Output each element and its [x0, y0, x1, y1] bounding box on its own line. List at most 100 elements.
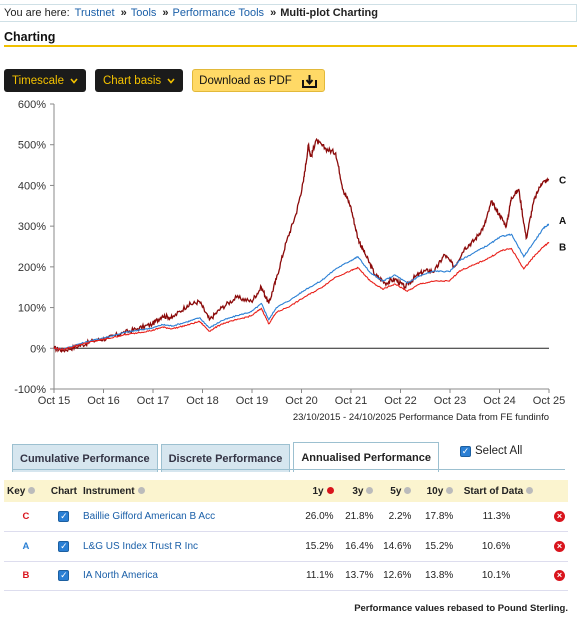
row-3y: 21.8% — [336, 502, 377, 532]
y-tick-label: 0% — [30, 343, 46, 355]
row-instrument-cell: Baillie Gifford American B Acc — [79, 502, 279, 532]
table-row: B ✓ IA North America 11.1% 13.7% 12.6% 13.8% 10… — [4, 561, 568, 591]
download-pdf-button[interactable]: Download as PDF — [192, 69, 325, 92]
row-chart-cell: ✓ — [47, 531, 80, 562]
timescale-button[interactable]: Timescale — [4, 69, 86, 92]
sort-icon[interactable] — [366, 487, 374, 495]
tab-divider — [12, 469, 565, 470]
x-axis: Oct 15 Oct 16 Oct 17 Oct 18 Oct 19 Oct 20 Oct … — [38, 388, 565, 407]
chevron-down-icon — [167, 76, 175, 86]
performance-chart: 600%500%400%300%200%100%0%-100% Oct 15 Oc… — [14, 99, 566, 423]
chart-source-note: 23/10/2015 - 24/10/2025 Performance Data… — [293, 412, 549, 423]
y-tick-label: 500% — [18, 140, 46, 152]
currency-footnote: Performance values rebased to Pound Ster… — [354, 603, 568, 614]
row-key: C — [4, 502, 48, 532]
y-tick-label: 400% — [18, 180, 46, 192]
breadcrumb: You are here: Trustnet » Tools » Perform… — [0, 4, 577, 22]
row-5y: 2.2% — [376, 502, 415, 532]
column-header-key[interactable]: Key — [4, 480, 48, 502]
chart-basis-label: Chart basis — [102, 74, 162, 87]
column-header-chart: Chart — [47, 480, 80, 502]
remove-icon[interactable]: × — [554, 540, 565, 552]
title-divider — [4, 45, 577, 47]
tab-annualised-performance[interactable]: Annualised Performance — [293, 442, 439, 472]
x-tick-label: Oct 19 — [236, 395, 268, 407]
timescale-label: Timescale — [12, 74, 64, 87]
tab-discrete-performance[interactable]: Discrete Performance — [160, 444, 291, 472]
x-tick-label: Oct 25 — [533, 395, 565, 407]
row-chart-cell: ✓ — [47, 561, 80, 591]
chart-toggle-checkbox[interactable]: ✓ — [58, 570, 70, 582]
y-tick-label: 100% — [18, 303, 46, 315]
select-all-checkbox[interactable]: ✓ — [460, 445, 471, 457]
column-header-start-of-data[interactable]: Start of Data — [456, 480, 537, 502]
tab-cumulative-performance[interactable]: Cumulative Performance — [12, 444, 158, 472]
sort-icon[interactable] — [446, 487, 454, 495]
sort-icon[interactable] — [28, 487, 36, 495]
chart-end-labels: C A B — [559, 175, 566, 253]
series-line-c — [53, 137, 550, 353]
series-end-label-c: C — [559, 175, 566, 186]
sort-icon[interactable] — [526, 487, 534, 495]
sort-icon[interactable] — [404, 487, 412, 495]
x-tick-label: Oct 16 — [87, 395, 119, 407]
row-10y: 15.2% — [414, 531, 457, 562]
row-remove-cell: × — [536, 561, 568, 591]
instrument-link[interactable]: IA North America — [82, 570, 158, 582]
remove-icon[interactable]: × — [554, 570, 565, 582]
table-row: A ✓ L&G US Index Trust R Inc 15.2% 16.4% 14.6… — [4, 531, 568, 562]
instrument-link[interactable]: Baillie Gifford American B Acc — [82, 511, 216, 522]
y-tick-label: 200% — [18, 262, 46, 274]
chart-toggle-checkbox[interactable]: ✓ — [58, 540, 70, 552]
table-header-row: Key Chart Instrument 1y 3y 5y 10y Start … — [4, 480, 568, 502]
row-5y: 14.6% — [376, 531, 415, 562]
breadcrumb-link-tools[interactable]: Tools — [130, 7, 157, 19]
series-line-b — [53, 241, 550, 351]
x-tick-label: Oct 24 — [483, 395, 515, 407]
breadcrumb-prefix: You are here: — [4, 7, 70, 19]
column-header-instrument[interactable]: Instrument — [79, 480, 279, 502]
row-5y: 12.6% — [376, 561, 415, 591]
x-tick-label: Oct 15 — [38, 395, 70, 407]
breadcrumb-link-performance-tools[interactable]: Performance Tools — [172, 7, 265, 19]
chart-series — [53, 137, 550, 353]
performance-tabs: Cumulative Performance Discrete Performa… — [12, 442, 439, 472]
row-10y: 13.8% — [414, 561, 457, 591]
column-header-1y[interactable]: 1y — [278, 480, 337, 502]
row-instrument-cell: IA North America — [79, 561, 279, 591]
y-tick-label: 300% — [18, 221, 46, 233]
row-remove-cell: × — [536, 531, 568, 562]
x-tick-label: Oct 20 — [285, 395, 317, 407]
row-key: B — [4, 561, 48, 591]
download-icon — [302, 73, 318, 89]
column-header-5y[interactable]: 5y — [376, 480, 415, 502]
instrument-link[interactable]: L&G US Index Trust R Inc — [82, 540, 199, 552]
column-header-10y[interactable]: 10y — [414, 480, 457, 502]
download-pdf-label: Download as PDF — [199, 74, 292, 87]
breadcrumb-separator-icon: » — [162, 7, 169, 19]
breadcrumb-link-trustnet[interactable]: Trustnet — [74, 7, 115, 19]
chart-basis-button[interactable]: Chart basis — [94, 69, 184, 92]
page-title: Charting — [4, 30, 56, 44]
remove-icon[interactable]: × — [554, 511, 565, 522]
row-key: A — [4, 531, 48, 562]
chart-toggle-checkbox[interactable]: ✓ — [58, 511, 70, 522]
series-end-label-b: B — [559, 242, 566, 253]
row-3y: 16.4% — [336, 531, 377, 562]
row-start-of-data: 10.6% — [456, 531, 537, 562]
sort-icon[interactable] — [137, 487, 145, 495]
row-1y: 11.1% — [278, 561, 337, 591]
row-start-of-data: 10.1% — [456, 561, 537, 591]
sort-active-icon[interactable] — [326, 487, 334, 495]
row-3y: 13.7% — [336, 561, 377, 591]
chevron-down-icon — [70, 76, 78, 86]
row-instrument-cell: L&G US Index Trust R Inc — [79, 531, 279, 562]
breadcrumb-separator-icon: » — [270, 7, 277, 19]
breadcrumb-separator-icon: » — [120, 7, 127, 19]
select-all-control[interactable]: ✓ Select All — [460, 445, 522, 457]
column-header-3y[interactable]: 3y — [336, 480, 377, 502]
x-tick-label: Oct 17 — [137, 395, 169, 407]
breadcrumb-current: Multi-plot Charting — [280, 7, 378, 19]
y-axis: 600% 500% 400% 300% 200% 100% 0% -100% — [14, 99, 549, 396]
chart-toolbar: Timescale Chart basis Download as PDF — [4, 69, 325, 92]
